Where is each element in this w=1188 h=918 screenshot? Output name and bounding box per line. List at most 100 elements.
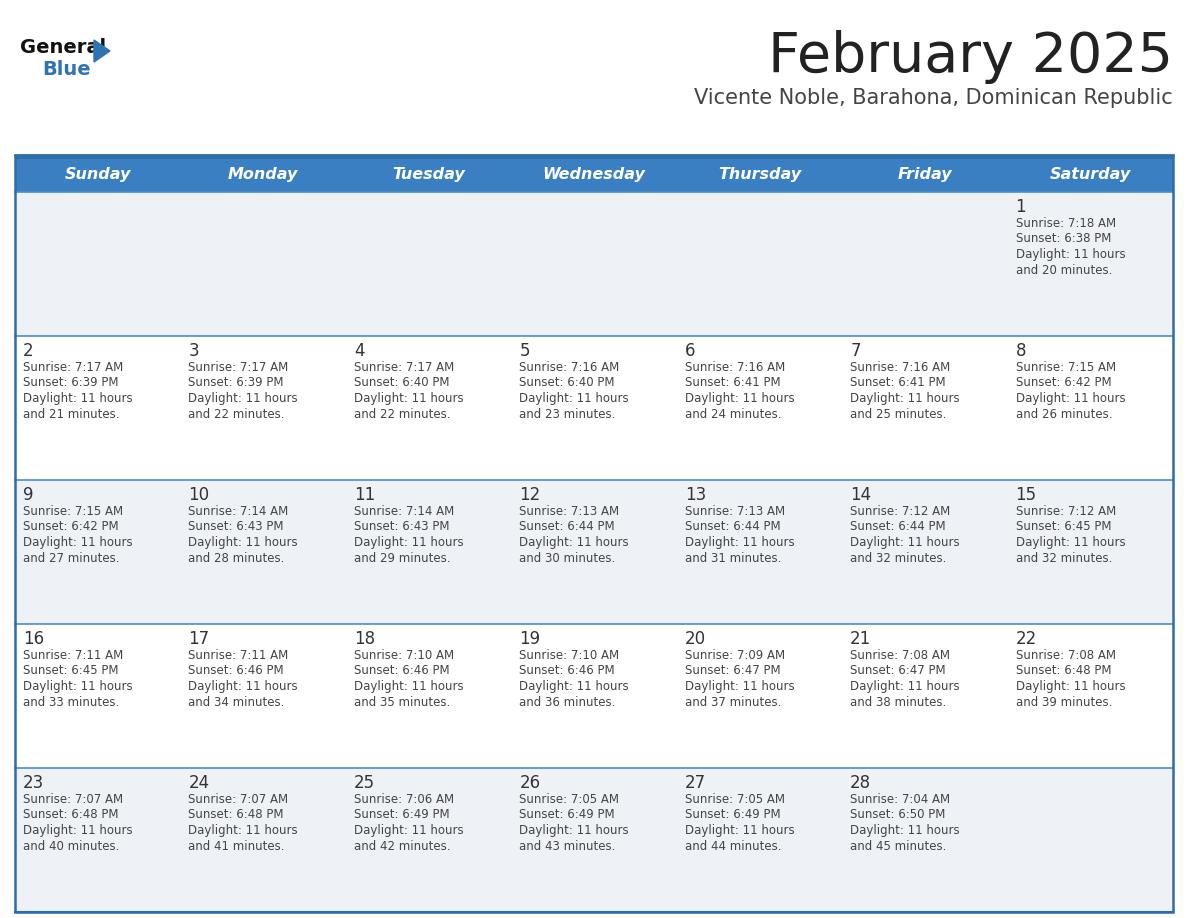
Text: 18: 18 xyxy=(354,630,375,648)
Text: Sunset: 6:40 PM: Sunset: 6:40 PM xyxy=(519,376,614,389)
Text: and 39 minutes.: and 39 minutes. xyxy=(1016,696,1112,709)
Text: Sunset: 6:41 PM: Sunset: 6:41 PM xyxy=(684,376,781,389)
Text: Daylight: 11 hours: Daylight: 11 hours xyxy=(851,824,960,837)
Text: Daylight: 11 hours: Daylight: 11 hours xyxy=(684,824,795,837)
Text: Sunrise: 7:05 AM: Sunrise: 7:05 AM xyxy=(519,793,619,806)
Bar xyxy=(15,336,1173,480)
Text: Sunset: 6:45 PM: Sunset: 6:45 PM xyxy=(1016,521,1111,533)
Text: and 21 minutes.: and 21 minutes. xyxy=(23,408,120,420)
Text: Daylight: 11 hours: Daylight: 11 hours xyxy=(1016,248,1125,261)
Text: 2: 2 xyxy=(23,342,33,360)
Text: Sunrise: 7:10 AM: Sunrise: 7:10 AM xyxy=(354,649,454,662)
Bar xyxy=(15,157,1173,912)
Text: Sunset: 6:39 PM: Sunset: 6:39 PM xyxy=(189,376,284,389)
Text: Sunrise: 7:17 AM: Sunrise: 7:17 AM xyxy=(23,361,124,374)
Text: Daylight: 11 hours: Daylight: 11 hours xyxy=(1016,536,1125,549)
Text: Sunrise: 7:11 AM: Sunrise: 7:11 AM xyxy=(23,649,124,662)
Text: Sunset: 6:46 PM: Sunset: 6:46 PM xyxy=(519,665,615,677)
Text: and 43 minutes.: and 43 minutes. xyxy=(519,839,615,853)
Text: Sunset: 6:45 PM: Sunset: 6:45 PM xyxy=(23,665,119,677)
Text: 14: 14 xyxy=(851,486,871,504)
Text: Daylight: 11 hours: Daylight: 11 hours xyxy=(354,824,463,837)
Bar xyxy=(15,192,1173,336)
Text: Thursday: Thursday xyxy=(718,167,801,182)
Text: and 35 minutes.: and 35 minutes. xyxy=(354,696,450,709)
Text: Sunset: 6:46 PM: Sunset: 6:46 PM xyxy=(189,665,284,677)
Text: Daylight: 11 hours: Daylight: 11 hours xyxy=(189,824,298,837)
Text: 26: 26 xyxy=(519,774,541,792)
Text: Friday: Friday xyxy=(898,167,952,182)
Text: 27: 27 xyxy=(684,774,706,792)
Text: Wednesday: Wednesday xyxy=(543,167,645,182)
Text: Sunset: 6:46 PM: Sunset: 6:46 PM xyxy=(354,665,449,677)
Text: Tuesday: Tuesday xyxy=(392,167,465,182)
Text: Daylight: 11 hours: Daylight: 11 hours xyxy=(519,680,628,693)
Text: 1: 1 xyxy=(1016,198,1026,216)
Text: and 20 minutes.: and 20 minutes. xyxy=(1016,263,1112,276)
Text: Sunset: 6:41 PM: Sunset: 6:41 PM xyxy=(851,376,946,389)
Text: Sunrise: 7:16 AM: Sunrise: 7:16 AM xyxy=(684,361,785,374)
Text: 3: 3 xyxy=(189,342,200,360)
Text: Daylight: 11 hours: Daylight: 11 hours xyxy=(519,536,628,549)
Text: and 36 minutes.: and 36 minutes. xyxy=(519,696,615,709)
Text: Daylight: 11 hours: Daylight: 11 hours xyxy=(851,536,960,549)
Text: Sunset: 6:47 PM: Sunset: 6:47 PM xyxy=(684,665,781,677)
Text: Sunset: 6:48 PM: Sunset: 6:48 PM xyxy=(23,809,119,822)
Text: Sunset: 6:44 PM: Sunset: 6:44 PM xyxy=(684,521,781,533)
Text: Sunset: 6:48 PM: Sunset: 6:48 PM xyxy=(1016,665,1111,677)
Text: and 37 minutes.: and 37 minutes. xyxy=(684,696,781,709)
Text: Sunrise: 7:06 AM: Sunrise: 7:06 AM xyxy=(354,793,454,806)
Text: Sunrise: 7:17 AM: Sunrise: 7:17 AM xyxy=(189,361,289,374)
Text: and 27 minutes.: and 27 minutes. xyxy=(23,552,120,565)
Text: 10: 10 xyxy=(189,486,209,504)
Text: Sunrise: 7:15 AM: Sunrise: 7:15 AM xyxy=(23,505,124,518)
Text: Sunrise: 7:08 AM: Sunrise: 7:08 AM xyxy=(851,649,950,662)
Text: Sunset: 6:44 PM: Sunset: 6:44 PM xyxy=(519,521,615,533)
Text: Sunset: 6:48 PM: Sunset: 6:48 PM xyxy=(189,809,284,822)
Text: Sunrise: 7:05 AM: Sunrise: 7:05 AM xyxy=(684,793,785,806)
Text: Sunrise: 7:12 AM: Sunrise: 7:12 AM xyxy=(851,505,950,518)
Text: Daylight: 11 hours: Daylight: 11 hours xyxy=(23,680,133,693)
Text: and 33 minutes.: and 33 minutes. xyxy=(23,696,119,709)
Text: 5: 5 xyxy=(519,342,530,360)
Text: Sunset: 6:42 PM: Sunset: 6:42 PM xyxy=(1016,376,1111,389)
Text: Sunrise: 7:16 AM: Sunrise: 7:16 AM xyxy=(519,361,619,374)
Text: and 29 minutes.: and 29 minutes. xyxy=(354,552,450,565)
Text: Daylight: 11 hours: Daylight: 11 hours xyxy=(684,680,795,693)
Text: and 28 minutes.: and 28 minutes. xyxy=(189,552,285,565)
Text: Sunset: 6:47 PM: Sunset: 6:47 PM xyxy=(851,665,946,677)
Text: Sunrise: 7:10 AM: Sunrise: 7:10 AM xyxy=(519,649,619,662)
Text: Daylight: 11 hours: Daylight: 11 hours xyxy=(354,536,463,549)
Polygon shape xyxy=(94,40,110,62)
Text: Sunset: 6:49 PM: Sunset: 6:49 PM xyxy=(684,809,781,822)
Text: Vicente Noble, Barahona, Dominican Republic: Vicente Noble, Barahona, Dominican Repub… xyxy=(694,88,1173,108)
Text: and 30 minutes.: and 30 minutes. xyxy=(519,552,615,565)
Text: Daylight: 11 hours: Daylight: 11 hours xyxy=(189,392,298,405)
Text: Daylight: 11 hours: Daylight: 11 hours xyxy=(684,392,795,405)
Text: Daylight: 11 hours: Daylight: 11 hours xyxy=(684,536,795,549)
Text: Sunrise: 7:07 AM: Sunrise: 7:07 AM xyxy=(189,793,289,806)
Text: Sunrise: 7:17 AM: Sunrise: 7:17 AM xyxy=(354,361,454,374)
Text: Daylight: 11 hours: Daylight: 11 hours xyxy=(1016,392,1125,405)
Text: Sunset: 6:50 PM: Sunset: 6:50 PM xyxy=(851,809,946,822)
Text: Sunset: 6:44 PM: Sunset: 6:44 PM xyxy=(851,521,946,533)
Text: 21: 21 xyxy=(851,630,871,648)
Text: Sunset: 6:43 PM: Sunset: 6:43 PM xyxy=(354,521,449,533)
Text: Daylight: 11 hours: Daylight: 11 hours xyxy=(851,392,960,405)
Text: 16: 16 xyxy=(23,630,44,648)
Text: Sunset: 6:39 PM: Sunset: 6:39 PM xyxy=(23,376,119,389)
Text: Daylight: 11 hours: Daylight: 11 hours xyxy=(23,824,133,837)
Text: 28: 28 xyxy=(851,774,871,792)
Bar xyxy=(15,768,1173,912)
Text: and 41 minutes.: and 41 minutes. xyxy=(189,839,285,853)
Text: Sunset: 6:42 PM: Sunset: 6:42 PM xyxy=(23,521,119,533)
Text: February 2025: February 2025 xyxy=(767,30,1173,84)
Text: Sunrise: 7:15 AM: Sunrise: 7:15 AM xyxy=(1016,361,1116,374)
Text: Saturday: Saturday xyxy=(1050,167,1131,182)
Text: and 32 minutes.: and 32 minutes. xyxy=(1016,552,1112,565)
Text: Sunrise: 7:13 AM: Sunrise: 7:13 AM xyxy=(684,505,785,518)
Text: Daylight: 11 hours: Daylight: 11 hours xyxy=(23,392,133,405)
Text: and 40 minutes.: and 40 minutes. xyxy=(23,839,119,853)
Text: 6: 6 xyxy=(684,342,695,360)
Text: 17: 17 xyxy=(189,630,209,648)
